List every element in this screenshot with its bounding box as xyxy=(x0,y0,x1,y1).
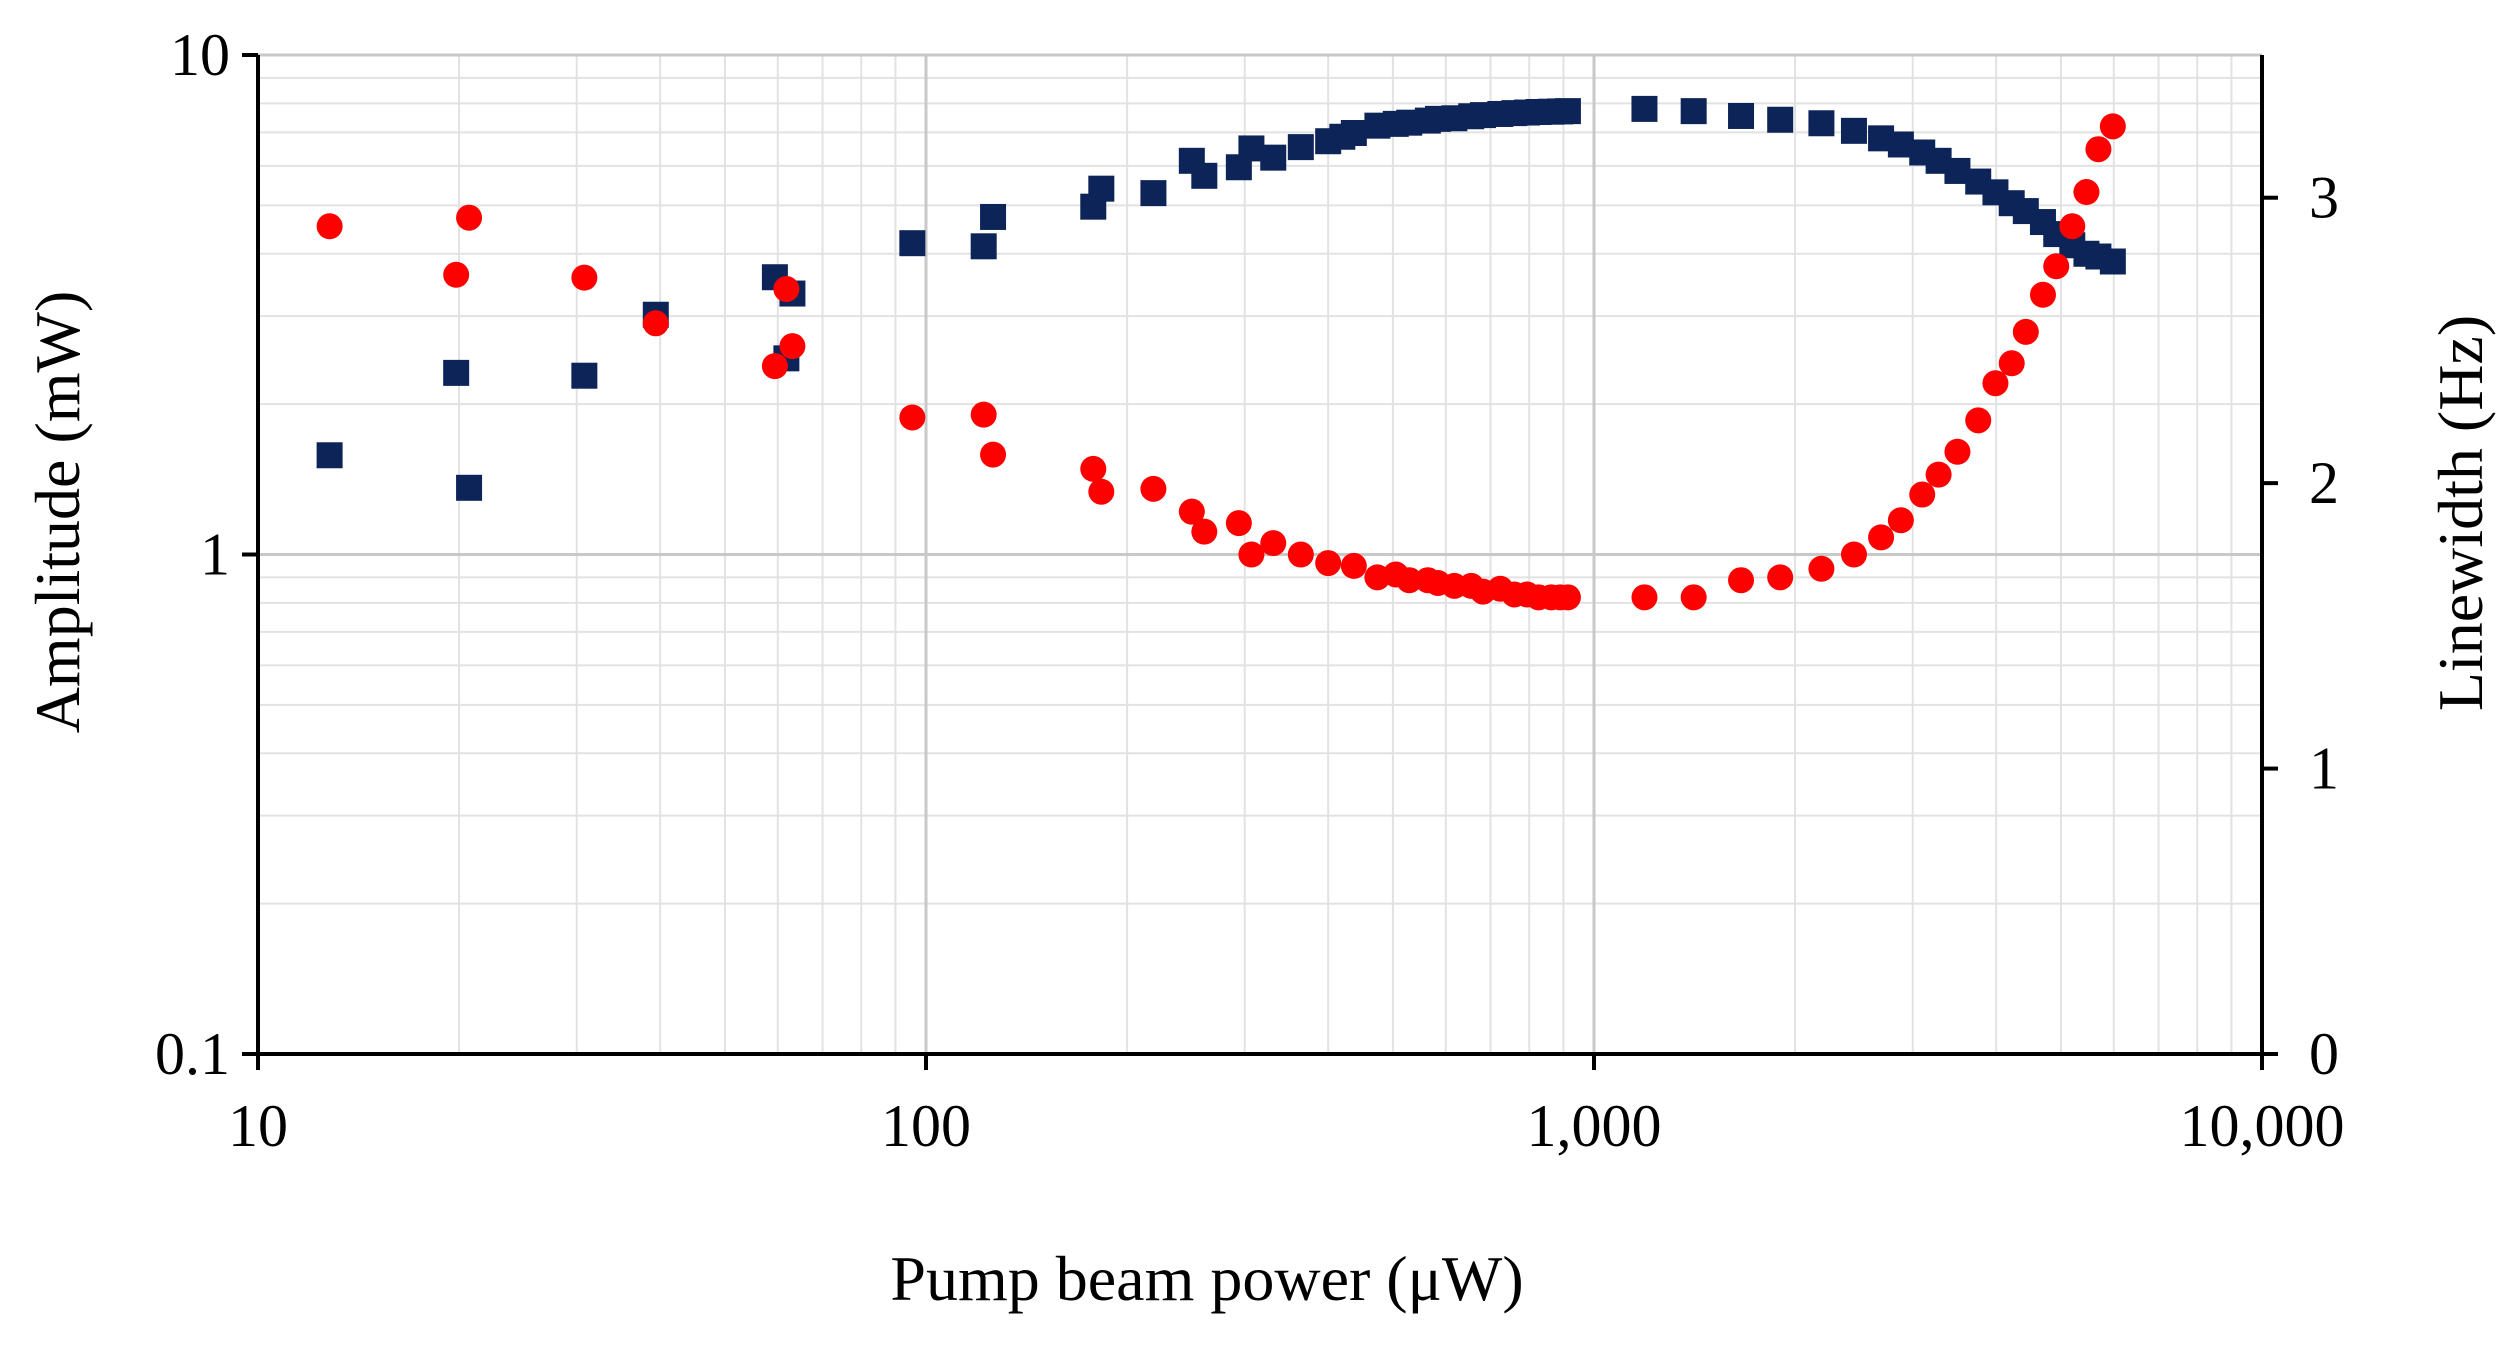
amplitude-point xyxy=(1554,98,1581,125)
amplitude-point xyxy=(2099,248,2126,275)
linewidth-point xyxy=(571,264,598,291)
y2-axis-title: Linewidth (Hz) xyxy=(2425,315,2496,711)
amplitude-point xyxy=(1728,102,1755,129)
y-tick-label: 1 xyxy=(200,522,230,588)
linewidth-point xyxy=(1887,507,1914,534)
linewidth-point xyxy=(1965,407,1992,434)
linewidth-point xyxy=(2029,281,2056,308)
linewidth-point xyxy=(1944,438,1971,465)
linewidth-point xyxy=(1909,481,1936,508)
linewidth-point xyxy=(642,310,669,337)
linewidth-point xyxy=(456,204,483,231)
linewidth-point xyxy=(443,261,470,288)
y2-tick-label: 1 xyxy=(2309,736,2339,802)
linewidth-point xyxy=(2073,179,2100,206)
linewidth-point xyxy=(1315,550,1342,577)
amplitude-point xyxy=(456,474,483,501)
amplitude-point xyxy=(1340,119,1367,146)
amplitude-point xyxy=(1140,180,1167,207)
y2-tick-label: 0 xyxy=(2309,1021,2339,1087)
linewidth-point xyxy=(1396,567,1423,594)
linewidth-series xyxy=(316,113,2126,611)
linewidth-point xyxy=(761,353,788,380)
amplitude-point xyxy=(1840,117,1867,144)
linewidth-point xyxy=(1287,541,1314,568)
amplitude-point xyxy=(571,362,598,389)
linewidth-point xyxy=(1178,498,1205,525)
amplitude-point xyxy=(316,442,343,469)
linewidth-point xyxy=(1140,475,1167,502)
x-tick-label: 100 xyxy=(881,1093,971,1159)
x-axis-title: Pump beam power (μW) xyxy=(890,1243,1523,1314)
linewidth-point xyxy=(2099,113,2126,140)
x-tick-label: 10 xyxy=(228,1093,288,1159)
amplitude-point xyxy=(970,233,997,260)
linewidth-point xyxy=(980,441,1007,468)
linewidth-point xyxy=(970,401,997,428)
y2-tick-label: 3 xyxy=(2309,165,2339,231)
linewidth-point xyxy=(1868,524,1895,551)
linewidth-point xyxy=(1998,350,2025,377)
amplitude-point xyxy=(1808,110,1835,137)
amplitude-point xyxy=(1191,162,1218,189)
y-tick-label: 0.1 xyxy=(155,1021,230,1087)
linewidth-point xyxy=(1925,461,1952,488)
amplitude-point xyxy=(1088,175,1115,202)
linewidth-point xyxy=(1680,584,1707,611)
linewidth-point xyxy=(316,213,343,240)
linewidth-point xyxy=(1728,567,1755,594)
y2-tick-label: 2 xyxy=(2309,450,2339,516)
amplitude-point xyxy=(1238,135,1265,162)
linewidth-point xyxy=(1191,518,1218,545)
amplitude-point xyxy=(899,230,926,257)
amplitude-point xyxy=(1767,106,1794,133)
x-tick-label: 10,000 xyxy=(2180,1093,2345,1159)
linewidth-point xyxy=(1554,584,1581,611)
amplitude-point xyxy=(980,203,1007,230)
amplitude-point xyxy=(1631,95,1658,122)
linewidth-point xyxy=(1225,510,1252,537)
amplitude-point xyxy=(1260,144,1287,171)
linewidth-point xyxy=(899,404,926,431)
y-axis-title: Amplitude (mW) xyxy=(22,291,93,734)
linewidth-point xyxy=(1088,478,1115,505)
amplitude-point xyxy=(1287,134,1314,161)
linewidth-point xyxy=(1767,564,1794,591)
linewidth-point xyxy=(2043,253,2070,280)
linewidth-point xyxy=(2059,213,2086,240)
amplitude-point xyxy=(1680,98,1707,125)
linewidth-point xyxy=(1982,370,2009,397)
linewidth-point xyxy=(1631,584,1658,611)
linewidth-point xyxy=(1260,530,1287,557)
linewidth-point xyxy=(779,333,806,360)
linewidth-point xyxy=(773,276,800,303)
axes xyxy=(242,53,2278,1070)
linewidth-point xyxy=(1340,552,1367,579)
y-tick-label: 10 xyxy=(170,22,230,88)
linewidth-point xyxy=(1080,455,1107,482)
linewidth-point xyxy=(1238,541,1265,568)
linewidth-point xyxy=(2012,318,2039,345)
amplitude-point xyxy=(443,359,470,386)
linewidth-point xyxy=(2085,136,2112,163)
linewidth-point xyxy=(1840,541,1867,568)
x-tick-label: 1,000 xyxy=(1527,1093,1662,1159)
linewidth-point xyxy=(1808,555,1835,582)
